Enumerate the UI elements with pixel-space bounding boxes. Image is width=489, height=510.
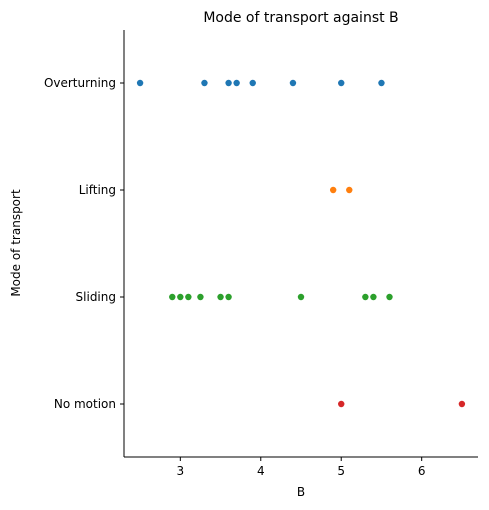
point-overturning-8 — [378, 79, 385, 87]
y-tick-label-sliding: Sliding — [76, 290, 116, 304]
point-sliding-2 — [177, 293, 184, 301]
point-overturning-7 — [338, 79, 345, 87]
point-overturning-6 — [289, 79, 297, 87]
point-sliding-8 — [362, 293, 369, 301]
point-no-motion-2 — [458, 400, 466, 408]
y-axis-label: Mode of transport — [9, 189, 23, 297]
point-sliding-7 — [297, 293, 305, 301]
x-tick-label-3: 3 — [176, 464, 184, 478]
point-overturning-2 — [201, 79, 208, 87]
point-sliding-1 — [169, 293, 176, 301]
point-overturning-4 — [233, 79, 240, 87]
point-lifting-1 — [329, 186, 337, 194]
point-sliding-9 — [370, 293, 377, 301]
point-no-motion-1 — [338, 400, 345, 408]
point-sliding-5 — [217, 293, 224, 301]
y-ticks: Overturning Lifting Sliding No motion — [44, 76, 124, 411]
x-tick-label-6: 6 — [418, 464, 426, 478]
point-sliding-4 — [197, 293, 204, 301]
plot-area: Overturning Lifting Sliding No motion 3 4 5 6 — [44, 30, 478, 478]
x-ticks: 3 4 5 6 — [176, 457, 426, 478]
y-tick-label-overturning: Overturning — [44, 76, 116, 90]
x-tick-label-4: 4 — [257, 464, 265, 478]
point-overturning-1 — [136, 79, 144, 87]
point-sliding-3 — [185, 293, 192, 301]
y-tick-label-no-motion: No motion — [54, 397, 116, 411]
point-sliding-6 — [225, 293, 232, 301]
point-lifting-2 — [346, 186, 353, 194]
x-tick-label-5: 5 — [337, 464, 345, 478]
data-points — [136, 79, 466, 408]
point-overturning-3 — [225, 79, 232, 87]
y-tick-label-lifting: Lifting — [79, 183, 116, 197]
chart-title: Mode of transport against B — [203, 10, 398, 26]
point-overturning-5 — [249, 79, 256, 87]
point-sliding-10 — [386, 293, 393, 301]
x-axis-label: B — [297, 485, 305, 499]
